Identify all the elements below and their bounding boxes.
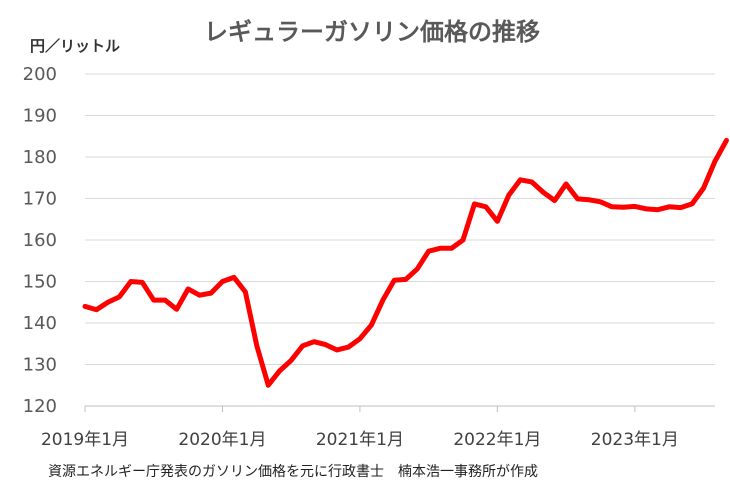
x-tick-label: 2022年1月 <box>453 430 541 450</box>
y-tick-label: 180 <box>23 147 57 168</box>
y-tick-label: 200 <box>23 64 57 85</box>
y-tick-label: 140 <box>23 313 57 334</box>
gridlines <box>85 73 715 407</box>
y-tick-label: 170 <box>23 189 57 210</box>
source-note: 資源エネルギー庁発表のガソリン価格を元に行政書士 楠本浩一事務所が作成 <box>48 464 538 480</box>
chart-title: レギュラーガソリン価格の推移 <box>204 18 540 46</box>
x-axis: 2019年1月 2020年1月 2021年1月 2022年1月 2023年1月 <box>41 405 715 450</box>
y-tick-label: 190 <box>23 106 57 127</box>
x-tick-label: 2021年1月 <box>316 430 404 450</box>
y-tick-label: 130 <box>23 355 57 376</box>
y-axis-ticks: 120 130 140 150 160 170 180 190 200 <box>23 64 57 417</box>
y-tick-label: 120 <box>23 396 57 417</box>
x-tick-label: 2023年1月 <box>591 430 679 450</box>
x-tick-label: 2019年1月 <box>41 430 129 450</box>
y-tick-label: 150 <box>23 272 57 293</box>
y-unit-label: 円／リットル <box>30 37 120 55</box>
series-lines <box>82 137 729 388</box>
series-line <box>82 137 729 388</box>
x-tick-label: 2020年1月 <box>178 430 266 450</box>
y-tick-label: 160 <box>23 230 57 251</box>
